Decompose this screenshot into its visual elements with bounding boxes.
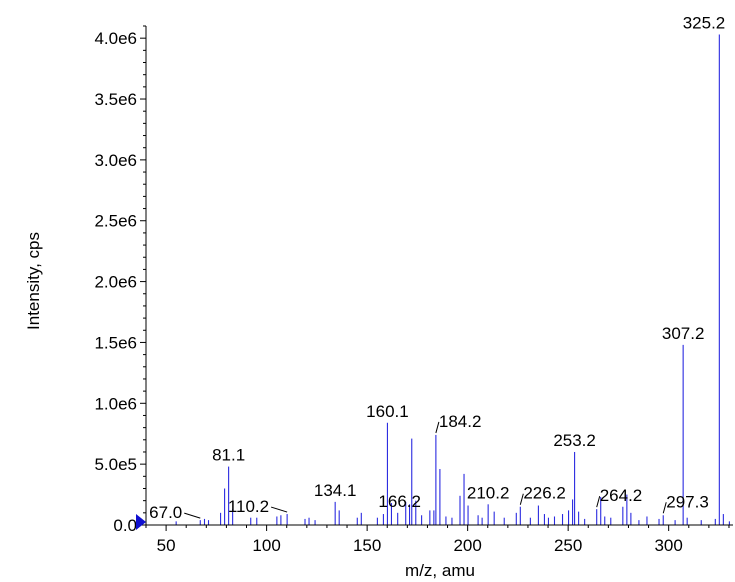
x-tick-label: 100 [252, 536, 280, 555]
y-tick-label: 1.5e6 [94, 333, 137, 352]
x-tick-label: 50 [157, 536, 176, 555]
x-tick-label: 150 [353, 536, 381, 555]
peak-label-leader [662, 502, 667, 514]
axes [145, 26, 733, 526]
y-tick-label: 5.0e5 [94, 455, 137, 474]
x-ticks: 50 100 150 200 250 300 [145, 525, 730, 555]
y-tick-label: 0.0 [113, 516, 137, 535]
y-tick-label: 3.5e6 [94, 90, 137, 109]
x-axis-label: m/z, amu [405, 561, 475, 580]
peak-label: 253.2 [553, 431, 596, 450]
y-tick-label: 3.0e6 [94, 151, 137, 170]
peak-bars [175, 34, 730, 525]
peak-label: 184.2 [439, 412, 482, 431]
peak-label: 81.1 [212, 446, 245, 465]
peak-label-leader [596, 496, 601, 508]
peak-label: 307.2 [662, 324, 705, 343]
x-tick-label: 300 [654, 536, 682, 555]
peak-label: 110.2 [228, 497, 269, 516]
peak-label: 264.2 [600, 486, 643, 505]
peak-label-leader [270, 506, 288, 513]
peak-label: 160.1 [366, 402, 409, 421]
y-tick-label: 4.0e6 [94, 29, 137, 48]
x-tick-label: 250 [554, 536, 582, 555]
peak-label: 67.0 [149, 503, 182, 522]
peak-label: 210.2 [467, 483, 510, 502]
peak-label-leader [435, 421, 440, 434]
y-axis-label: Intensity, cps [24, 232, 43, 330]
y-tick-label: 2.0e6 [94, 273, 137, 292]
baseline-marker-icon [136, 514, 146, 530]
peak-label: 325.2 [683, 14, 726, 33]
peak-label: 134.1 [314, 481, 357, 500]
peak-label: 226.2 [523, 484, 566, 503]
y-ticks: 0.0 5.0e5 1.0e6 1.5e6 2.0e6 2.5e6 3.0e6 3.5e6 4.… [94, 25, 146, 535]
peak-label-leader [184, 512, 201, 519]
y-tick-label: 1.0e6 [94, 394, 137, 413]
peak-label: 297.3 [666, 492, 709, 511]
x-tick-label: 200 [453, 536, 481, 555]
peak-labels: 325.2 307.2 253.2 184.2 160.1 81.1 134.1 166.2 2… [149, 14, 725, 523]
peak-label: 166.2 [378, 492, 421, 511]
y-tick-label: 2.5e6 [94, 212, 137, 231]
peak-label-leader [519, 493, 524, 505]
